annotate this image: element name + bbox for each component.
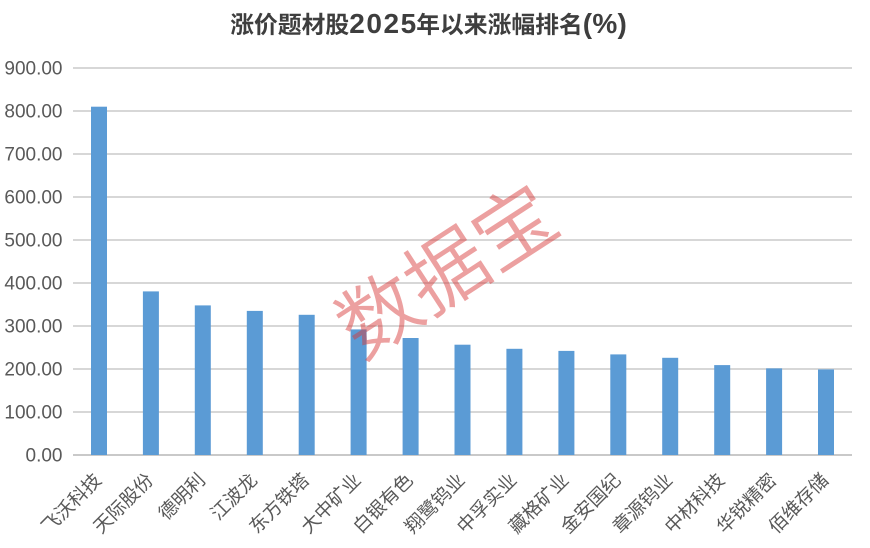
svg-text:500.00: 500.00 xyxy=(4,230,62,251)
svg-text:900.00: 900.00 xyxy=(4,58,62,79)
svg-text:100.00: 100.00 xyxy=(4,402,62,423)
svg-text:300.00: 300.00 xyxy=(4,316,62,337)
svg-text:(%): (%) xyxy=(583,8,627,39)
svg-text:800.00: 800.00 xyxy=(4,101,62,122)
svg-text:700.00: 700.00 xyxy=(4,144,62,165)
svg-text:200.00: 200.00 xyxy=(4,359,62,380)
svg-text:600.00: 600.00 xyxy=(4,187,62,208)
svg-text:0.00: 0.00 xyxy=(26,445,63,466)
svg-text:400.00: 400.00 xyxy=(4,273,62,294)
svg-text:2025: 2025 xyxy=(349,8,416,39)
